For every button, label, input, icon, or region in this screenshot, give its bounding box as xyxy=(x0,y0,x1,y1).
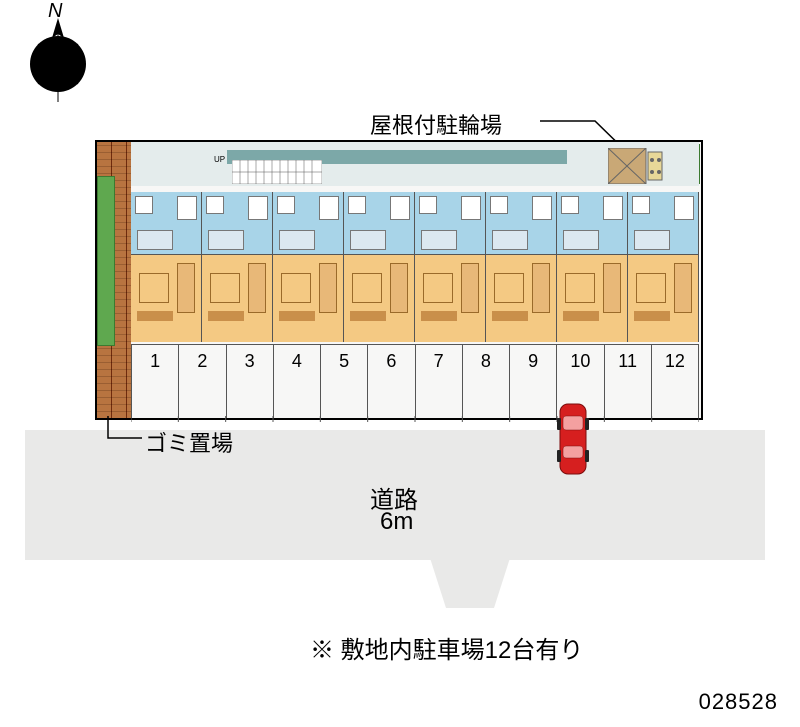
parking-slot: 5 xyxy=(320,345,367,418)
parking-note: ※ 敷地内駐車場12台有り xyxy=(310,630,583,665)
unit-wet xyxy=(202,192,273,254)
parking-slot: 12 xyxy=(651,345,699,418)
living-row xyxy=(131,254,699,342)
bike-shed-label: 屋根付駐輪場 xyxy=(370,108,502,140)
parking-slot: 1 xyxy=(131,345,178,418)
parking-slot: 7 xyxy=(415,345,462,418)
unit-living xyxy=(273,254,344,342)
parking-slot: 4 xyxy=(273,345,320,418)
unit-living xyxy=(131,254,202,342)
green-left xyxy=(97,176,115,346)
bike-shed-icon xyxy=(608,148,664,184)
diagram-id: 028528 xyxy=(699,689,778,715)
staircase-label: UP xyxy=(214,155,225,164)
road-width-label: 6m xyxy=(380,508,413,536)
staircase-icon xyxy=(232,160,322,184)
unit-living xyxy=(202,254,273,342)
unit-wet xyxy=(628,192,699,254)
unit-wet xyxy=(415,192,486,254)
parking-slot: 3 xyxy=(226,345,273,418)
wet-row xyxy=(131,192,699,254)
unit-living xyxy=(628,254,699,342)
parking-slot: 11 xyxy=(604,345,651,418)
parking-slot: 8 xyxy=(462,345,509,418)
trash-label: ゴミ置場 xyxy=(145,426,233,458)
road-spur xyxy=(430,558,510,608)
unit-wet xyxy=(131,192,202,254)
unit-living xyxy=(415,254,486,342)
unit-wet xyxy=(486,192,557,254)
unit-wet xyxy=(344,192,415,254)
unit-living xyxy=(557,254,628,342)
compass-label: N xyxy=(48,0,62,23)
parking-ticks xyxy=(131,416,699,422)
unit-wet xyxy=(273,192,344,254)
parking-row: 123456789101112 xyxy=(131,344,699,418)
parking-slot: 6 xyxy=(367,345,414,418)
unit-wet xyxy=(557,192,628,254)
parking-slot: 9 xyxy=(509,345,556,418)
parking-slot: 2 xyxy=(178,345,225,418)
unit-living xyxy=(344,254,415,342)
compass-icon xyxy=(18,8,98,108)
unit-living xyxy=(486,254,557,342)
car-icon xyxy=(556,400,590,478)
